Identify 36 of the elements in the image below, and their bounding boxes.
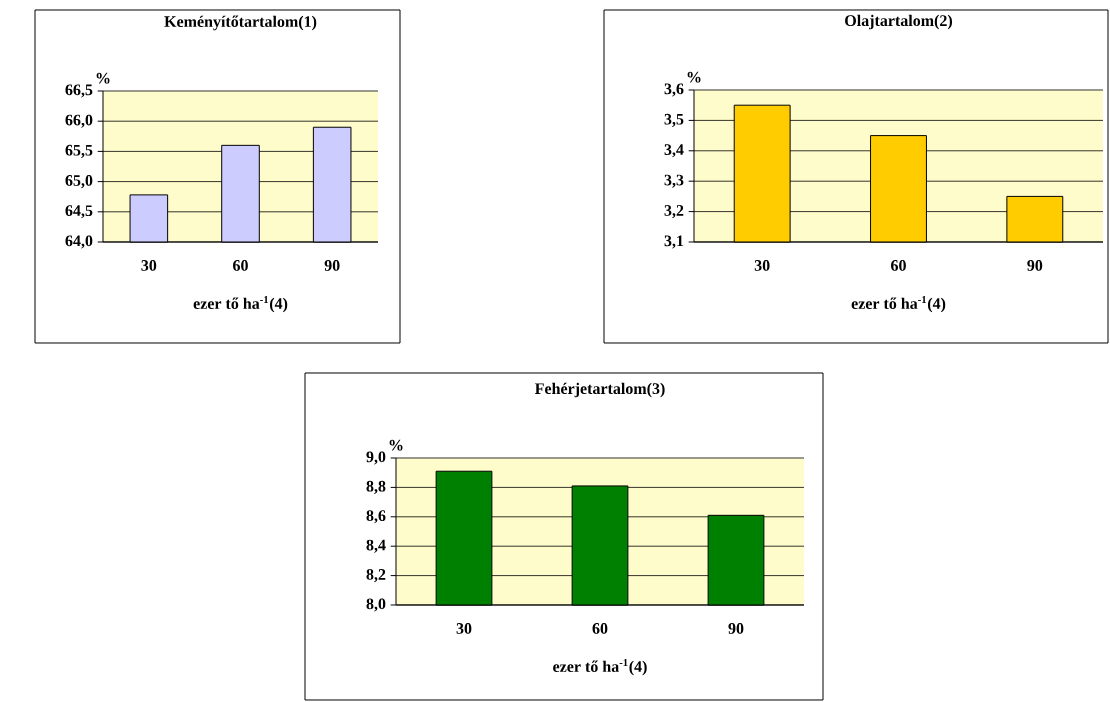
y-tick-label: 3,4 [664,144,684,158]
y-tick-label: 3,2 [664,205,684,219]
y-axis-title: % [687,71,701,83]
y-tick-label: 3,1 [664,235,684,249]
x-axis-title: ezer tő ha$^{-1}$(4) [553,658,647,676]
x-tick-label: 90 [324,260,340,271]
x-tick-label: 60 [592,623,608,634]
chart-title: Olajtartalom(2) [845,14,953,30]
x-tick-label: 60 [233,260,248,271]
y-tick-label: 3,6 [664,83,684,97]
x-tick-label: 30 [456,623,472,634]
y-tick-label: 8,2 [366,569,386,583]
y-tick-label: 65,0 [65,175,93,189]
x-tick-label: 90 [728,623,744,634]
x-axis-title: ezer tő ha$^{-1}$(4) [851,295,946,313]
y-tick-label: 3,5 [664,113,684,127]
y-tick-label: 3,3 [664,174,684,188]
y-tick-label: 8,8 [366,480,386,494]
y-tick-label: 8,4 [366,539,386,553]
chart-title: Fehérjetartalom(3) [534,382,665,398]
y-tick-label: 64,0 [65,235,93,249]
y-tick-label: 9,0 [366,451,386,465]
y-tick-label: 66,0 [65,114,93,128]
x-tick-label: 60 [891,260,906,271]
y-axis-title: % [96,72,110,84]
x-tick-label: 90 [1027,260,1043,271]
y-tick-label: 64,5 [65,205,93,219]
y-tick-label: 8,6 [366,510,386,524]
y-axis-title: % [389,439,403,451]
x-tick-label: 30 [754,260,770,271]
y-tick-label: 66,5 [65,84,93,98]
x-tick-label: 30 [141,260,157,271]
y-tick-label: 65,5 [65,144,93,158]
chart-title: Keményítőtartalom(1) [164,15,317,31]
x-axis-title: ezer tő ha$^{-1}$(4) [193,295,288,313]
y-tick-label: 8,0 [366,598,386,612]
